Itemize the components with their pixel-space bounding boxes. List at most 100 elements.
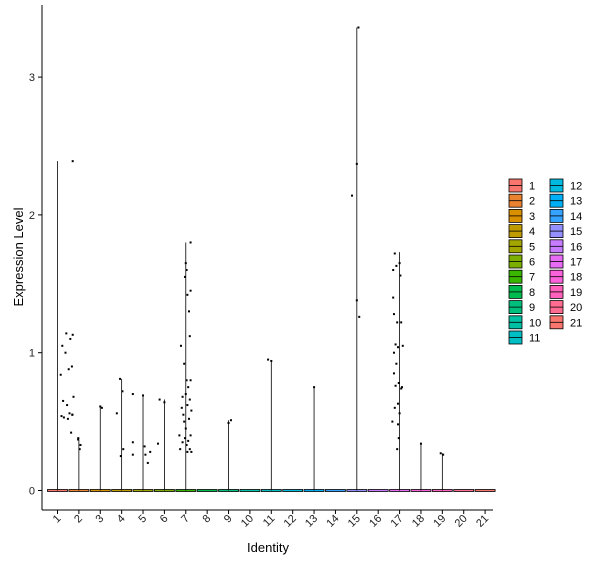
data-point xyxy=(183,437,186,440)
legend-item-2: 2 xyxy=(508,193,535,208)
x-tick-label: 5 xyxy=(136,513,149,526)
data-point xyxy=(187,386,190,389)
legend-item-1: 1 xyxy=(508,178,535,193)
x-tick-label: 13 xyxy=(303,513,320,530)
x-tick-label: 21 xyxy=(474,513,491,530)
x-tick-label: 11 xyxy=(261,513,278,530)
data-point xyxy=(186,293,189,296)
data-point xyxy=(65,332,68,335)
data-point xyxy=(131,453,134,456)
legend-label: 10 xyxy=(529,317,541,329)
data-point xyxy=(66,417,69,420)
data-point xyxy=(131,393,134,396)
data-point xyxy=(188,335,191,338)
data-point xyxy=(115,412,118,415)
legend-item-3: 3 xyxy=(508,208,535,223)
x-tick-label: 9 xyxy=(222,513,235,526)
data-point xyxy=(67,368,70,371)
data-point xyxy=(400,321,403,324)
data-point xyxy=(400,386,403,389)
legend-item-6: 6 xyxy=(508,254,535,269)
legend-item-11: 11 xyxy=(508,330,540,345)
data-point xyxy=(60,415,63,418)
data-point xyxy=(392,351,395,354)
legend-label: 6 xyxy=(529,257,535,269)
data-point xyxy=(71,160,74,163)
data-point xyxy=(396,402,399,405)
data-point xyxy=(183,362,186,365)
data-point xyxy=(419,442,422,445)
data-point xyxy=(398,262,401,265)
data-point xyxy=(179,448,182,451)
data-point xyxy=(189,379,192,382)
data-point xyxy=(399,274,402,277)
legend-item-10: 10 xyxy=(508,315,541,329)
legend-item-7: 7 xyxy=(508,269,535,284)
data-point xyxy=(70,365,73,368)
data-point xyxy=(62,416,65,419)
x-tick-label: 20 xyxy=(453,513,470,530)
legend-label: 13 xyxy=(570,196,582,208)
data-point xyxy=(267,358,270,361)
data-point xyxy=(396,321,399,324)
data-point xyxy=(442,453,445,456)
data-point xyxy=(100,406,103,409)
x-tick-label: 14 xyxy=(324,513,341,530)
data-point xyxy=(180,406,183,409)
legend-label: 9 xyxy=(529,302,535,314)
data-point xyxy=(70,431,73,434)
data-point xyxy=(187,439,190,442)
data-point xyxy=(394,384,397,387)
data-point xyxy=(184,427,187,430)
data-point xyxy=(184,393,187,396)
y-tick-label: 1 xyxy=(29,348,35,360)
legend-item-13: 13 xyxy=(549,193,582,208)
legend-item-4: 4 xyxy=(508,224,535,238)
legend-label: 11 xyxy=(529,333,540,345)
legend-label: 20 xyxy=(570,302,582,314)
legend-label: 17 xyxy=(570,257,582,269)
data-point xyxy=(181,395,184,398)
legend-item-21: 21 xyxy=(549,315,582,329)
y-tick-label: 2 xyxy=(29,210,35,222)
data-point xyxy=(119,377,122,380)
x-tick-label: 18 xyxy=(410,513,427,530)
data-point xyxy=(395,362,398,365)
legend-item-16: 16 xyxy=(549,239,582,253)
legend-label: 19 xyxy=(570,287,582,299)
data-point xyxy=(392,372,395,375)
legend-label: 3 xyxy=(529,211,535,223)
legend-label: 12 xyxy=(570,181,582,193)
x-tick-label: 1 xyxy=(51,513,64,526)
data-point xyxy=(395,264,398,267)
data-point xyxy=(396,423,399,426)
data-point xyxy=(185,379,188,382)
data-point xyxy=(229,419,232,422)
x-tick-label: 15 xyxy=(346,513,363,530)
data-point xyxy=(61,344,64,347)
data-point xyxy=(392,313,395,316)
data-point xyxy=(396,448,399,451)
legend-label: 14 xyxy=(570,211,582,223)
legend-label: 16 xyxy=(570,241,582,253)
data-point xyxy=(143,445,146,448)
data-point xyxy=(358,315,361,318)
x-tick-label: 6 xyxy=(158,513,171,526)
data-point xyxy=(158,398,161,401)
data-point xyxy=(400,387,403,390)
data-point xyxy=(99,405,102,408)
data-point xyxy=(188,448,191,451)
data-point xyxy=(68,412,71,415)
data-point xyxy=(397,382,400,385)
data-point xyxy=(182,413,185,416)
data-point xyxy=(144,453,147,456)
data-point xyxy=(77,437,80,440)
data-point xyxy=(71,413,74,416)
data-point xyxy=(398,412,401,415)
data-point xyxy=(401,344,404,347)
data-point xyxy=(122,448,125,451)
data-point xyxy=(59,373,62,376)
data-point xyxy=(64,351,67,354)
x-tick-label: 2 xyxy=(72,513,85,526)
